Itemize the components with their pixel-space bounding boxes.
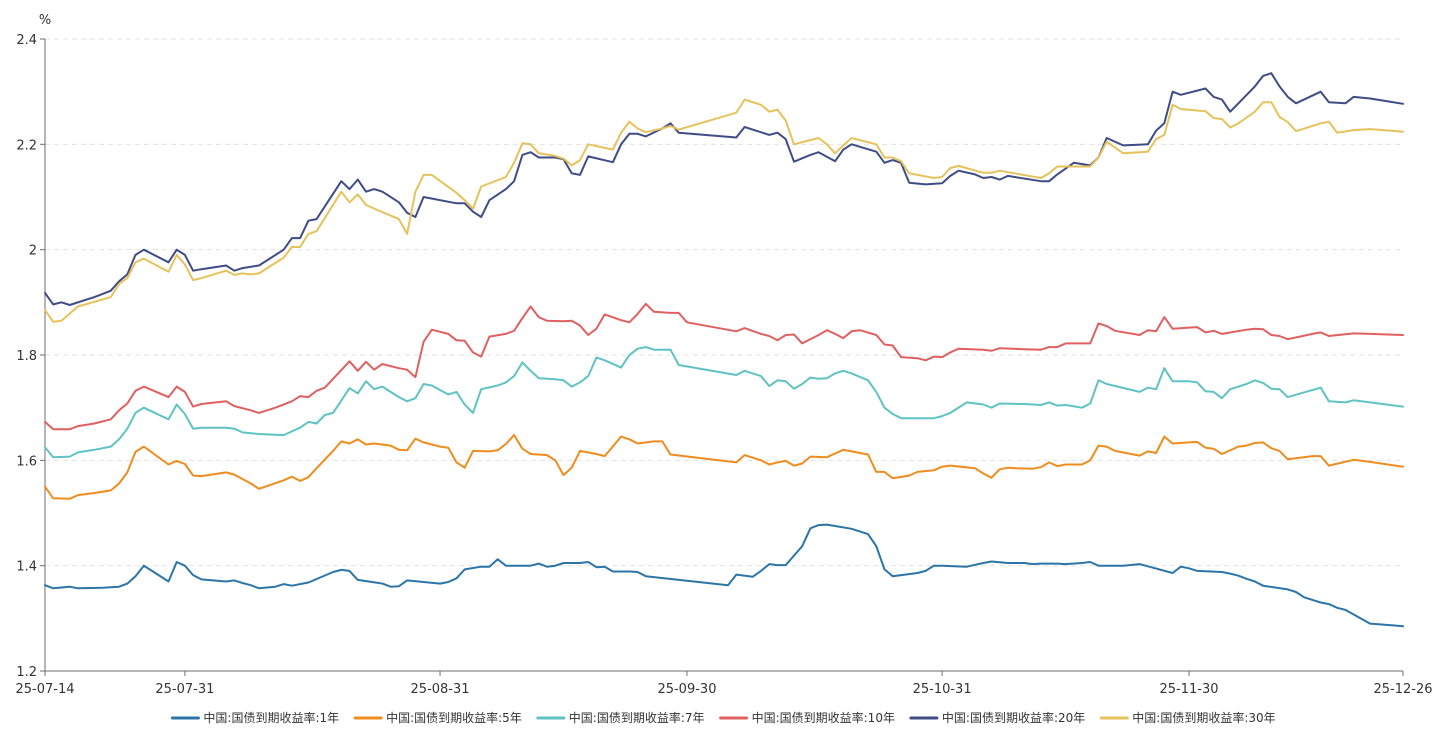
series-line-1 — [44, 523, 1404, 628]
x-tick-label: 25-12-26 — [1373, 682, 1432, 697]
y-tick-label: 1.6 — [16, 454, 37, 469]
legend-label: 中国:国债到期收益率:30年 — [1132, 710, 1275, 725]
y-tick-label: 2.2 — [16, 138, 37, 153]
legend: 中国:国债到期收益率:1年 中国:国债到期收益率:5年 中国:国债到期收益率:7年 中… — [170, 710, 1276, 725]
series-lines — [44, 72, 1404, 628]
x-tick-label: 25-11-30 — [1160, 682, 1219, 697]
legend-item-4: 中国:国债到期收益率:10年 — [719, 710, 895, 725]
x-tick-label: 25-10-31 — [913, 682, 972, 697]
legend-label: 中国:国债到期收益率:7年 — [569, 710, 705, 725]
series-line-2 — [44, 434, 1404, 500]
axes: 1.2 1.4 1.6 1.8 2 2.2 2.4% 25-07-14 25-07-31 25-0… — [15, 13, 1432, 697]
x-tick-label: 25-07-31 — [155, 682, 214, 697]
series-line-4 — [44, 302, 1404, 431]
legend-item-6: 中国:国债到期收益率:30年 — [1099, 710, 1276, 725]
y-tick-label: 1.4 — [16, 560, 37, 575]
x-tick-label: 25-07-14 — [15, 682, 74, 697]
legend-item-2: 中国:国债到期收益率:5年 — [353, 710, 522, 725]
y-tick-label: 2 — [29, 244, 37, 259]
y-unit-label: % — [39, 13, 51, 28]
grid — [45, 38, 1403, 567]
series-line-3 — [44, 346, 1404, 459]
x-tick-label: 25-08-31 — [411, 682, 470, 697]
series-line-6 — [44, 98, 1404, 323]
legend-label: 中国:国债到期收益率:10年 — [752, 710, 895, 725]
y-tick-label: 1.8 — [16, 349, 37, 364]
series-line-5 — [44, 72, 1404, 306]
y-tick-label: 2.4 — [16, 33, 37, 48]
y-tick-label: 1.2 — [16, 665, 37, 680]
x-tick-label: 25-09-30 — [657, 682, 716, 697]
legend-label: 中国:国债到期收益率:1年 — [203, 710, 339, 725]
legend-item-3: 中国:国债到期收益率:7年 — [536, 710, 705, 725]
legend-item-5: 中国:国债到期收益率:20年 — [909, 710, 1085, 725]
legend-label: 中国:国债到期收益率:20年 — [942, 710, 1085, 725]
legend-item-1: 中国:国债到期收益率:1年 — [170, 710, 339, 725]
legend-label: 中国:国债到期收益率:5年 — [386, 710, 522, 725]
